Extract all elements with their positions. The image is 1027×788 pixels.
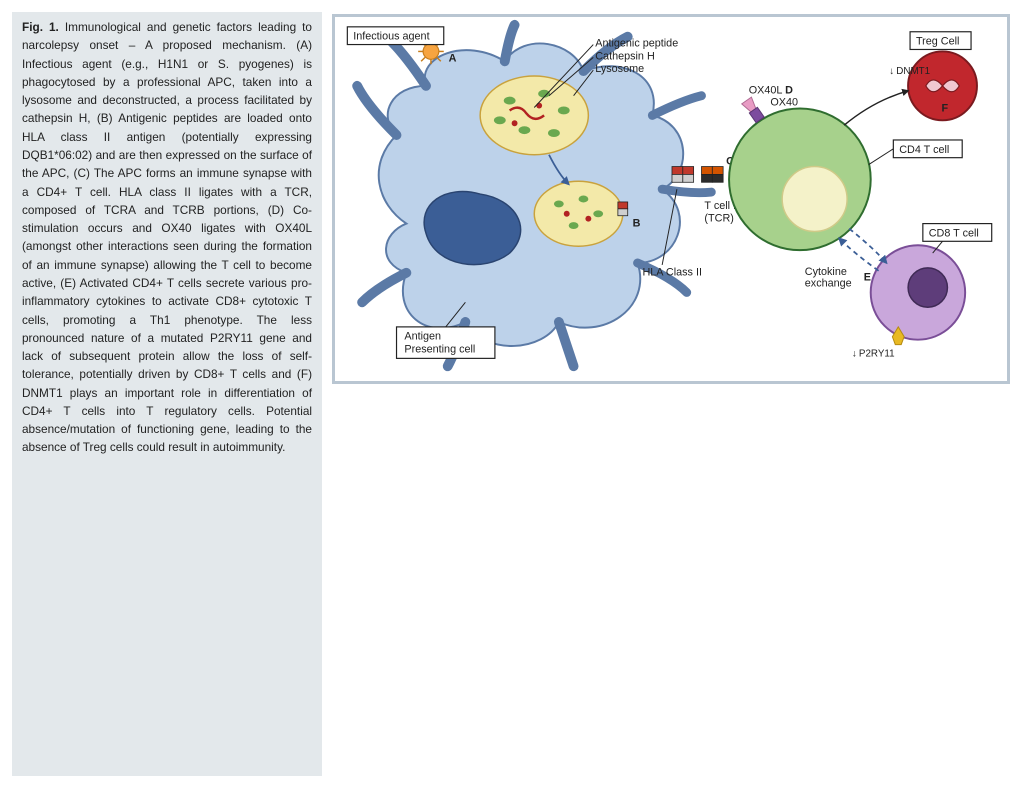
infectious-agent-label: Infectious agent	[347, 27, 443, 45]
figure-caption-body: Immunological and genetic factors leadin…	[22, 20, 312, 454]
svg-text:Infectious agent: Infectious agent	[353, 31, 429, 43]
cd8-tcell	[871, 245, 965, 339]
svg-text:Cathepsin H: Cathepsin H	[595, 50, 655, 62]
marker-f: F	[942, 102, 949, 114]
svg-text:↓: ↓	[889, 66, 894, 77]
svg-text:CD4 T cell: CD4 T cell	[899, 144, 949, 156]
svg-text:(TCR): (TCR)	[704, 213, 733, 225]
marker-b: B	[633, 218, 641, 230]
ox40l-label: OX40L	[749, 85, 783, 97]
lysosome-upper	[480, 76, 588, 155]
svg-text:Treg Cell: Treg Cell	[916, 36, 959, 48]
svg-text:↓: ↓	[852, 348, 857, 359]
svg-text:Antigenic peptide: Antigenic peptide	[595, 38, 678, 50]
svg-text:exchange: exchange	[805, 278, 852, 290]
ox40-complex	[742, 97, 765, 123]
marker-d: D	[785, 85, 793, 97]
svg-text:Antigen: Antigen	[404, 331, 441, 343]
ox40-label: OX40	[770, 97, 798, 109]
svg-text:Presenting cell: Presenting cell	[404, 343, 475, 355]
svg-text:Lysosome: Lysosome	[595, 63, 644, 75]
svg-text:DNMT1: DNMT1	[896, 66, 930, 77]
diagram-svg: Infectious agent A Antigenic peptide Cat…	[335, 17, 1007, 381]
cd4-label: CD4 T cell	[869, 140, 962, 165]
svg-text:CD8 T cell: CD8 T cell	[929, 227, 979, 239]
svg-text:HLA Class II: HLA Class II	[642, 267, 702, 279]
marker-e: E	[864, 272, 871, 284]
figure-diagram: Infectious agent A Antigenic peptide Cat…	[332, 14, 1010, 384]
svg-text:P2RY11: P2RY11	[859, 348, 895, 359]
marker-a: A	[449, 52, 457, 64]
p2ry11-label: ↓ P2RY11	[852, 348, 895, 359]
figure-caption: Fig. 1. Immunological and genetic factor…	[12, 12, 322, 776]
svg-text:Cytokine: Cytokine	[805, 266, 847, 278]
figure-label: Fig. 1.	[22, 20, 59, 34]
treg-label: Treg Cell	[910, 32, 971, 50]
cytokine-label: Cytokine exchange	[805, 266, 852, 290]
immune-synapse	[672, 167, 723, 183]
dnmt1-label: ↓ DNMT1	[889, 66, 930, 77]
